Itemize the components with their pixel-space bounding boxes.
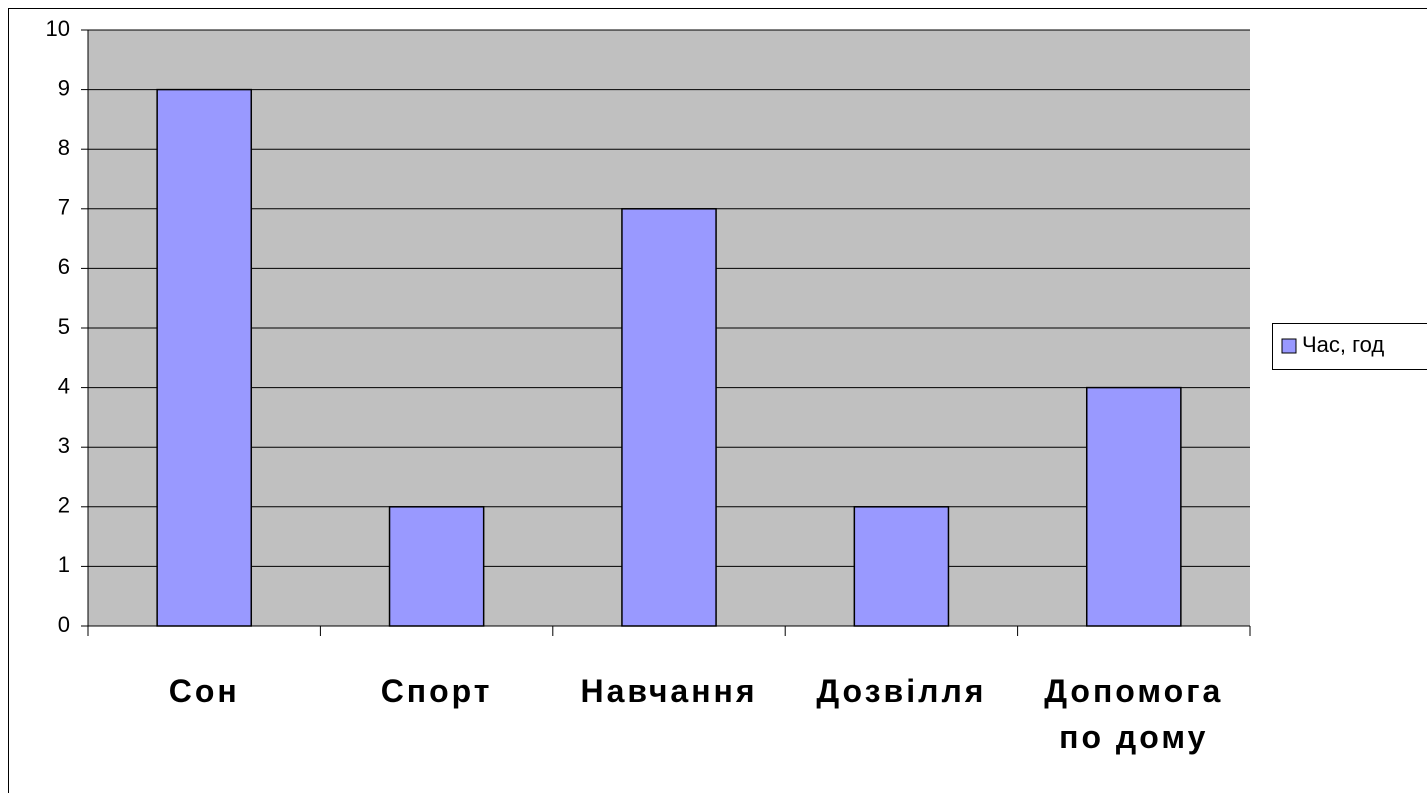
y-tick-label: 10 (46, 16, 70, 41)
bar (156, 88, 253, 627)
y-tick-label: 7 (58, 195, 70, 220)
x-tick-label: Дозвілля (816, 673, 987, 709)
y-tick-label: 9 (58, 75, 70, 100)
x-tick-label: Сон (168, 673, 240, 709)
y-tick-label: 4 (58, 373, 70, 398)
y-tick-label: 6 (58, 254, 70, 279)
legend-box (1272, 323, 1427, 370)
bar (388, 506, 485, 627)
bar (621, 208, 717, 627)
y-tick-label: 2 (58, 493, 70, 518)
legend-swatch (1281, 338, 1297, 354)
x-tick-label: Допомога по дому (1044, 673, 1224, 755)
chart-border (8, 8, 1427, 793)
legend-label: Час, год (1302, 332, 1384, 357)
y-tick-label: 3 (58, 433, 70, 458)
x-tick-label: Навчання (580, 673, 758, 709)
bar (1085, 386, 1182, 627)
bar (853, 506, 950, 627)
y-tick-label: 5 (58, 314, 70, 339)
x-tick-label: Спорт (380, 673, 493, 709)
y-tick-label: 0 (58, 612, 70, 637)
y-tick-label: 8 (58, 135, 70, 160)
y-tick-label: 1 (58, 552, 70, 577)
